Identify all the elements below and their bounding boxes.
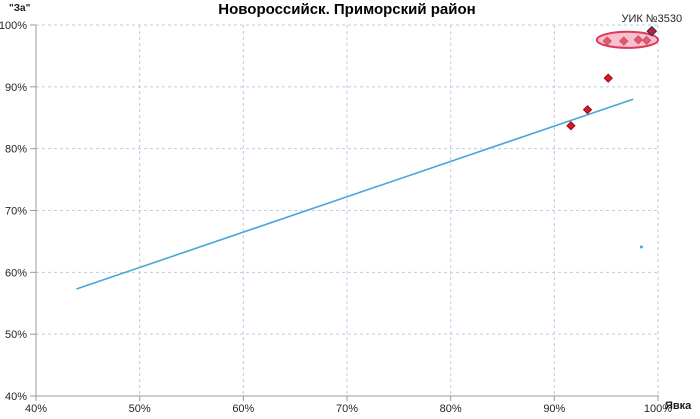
x-tick-label: 90% [543,403,565,415]
data-point [582,105,593,115]
y-tick-label: 70% [5,206,27,218]
stray-mark [639,245,643,249]
x-tick-label: 100% [644,403,672,415]
point-annotation-label: УИК №3530 [621,13,682,25]
labeled-data-point [646,25,658,37]
y-tick-label: 90% [5,82,27,94]
x-tick-label: 70% [336,403,358,415]
y-tick-label: 100% [0,20,27,32]
highlight-ellipse [595,30,660,49]
y-tick-label: 40% [5,391,27,403]
trend-line [76,98,634,290]
chart-title: Новороссийск. Приморский район [218,1,476,18]
y-tick-label: 50% [5,329,27,341]
y-tick-label: 80% [5,144,27,156]
x-tick-label: 40% [25,403,47,415]
y-axis-label: "За" [9,3,31,14]
data-point [603,73,613,83]
x-tick-label: 50% [129,403,151,415]
x-axis-label: Явка [665,400,692,412]
x-tick-label: 60% [232,403,254,415]
data-point [566,121,576,131]
y-tick-label: 60% [5,267,27,279]
x-tick-label: 80% [440,403,462,415]
